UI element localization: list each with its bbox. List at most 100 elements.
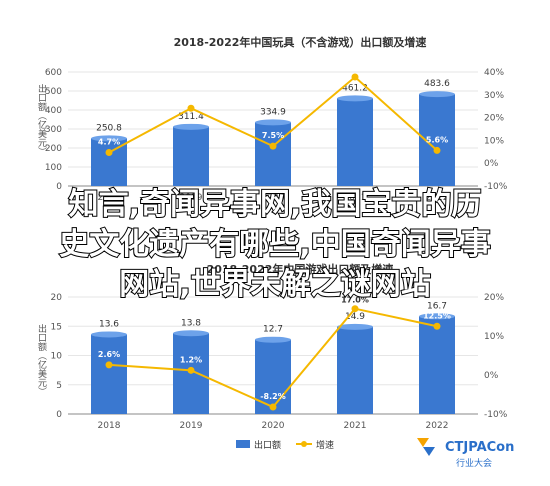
legend-line-marker xyxy=(301,441,307,447)
chart-1-rate-label: 24.1% xyxy=(177,93,205,102)
chart-2-bar-top xyxy=(255,336,291,343)
chart-1-ytick-label: 600 xyxy=(45,68,62,78)
chart-2-y2tick-label: 20% xyxy=(484,293,504,303)
chart-2-rate-label: 2.6% xyxy=(98,350,120,359)
chart-2-bar-top xyxy=(419,313,455,320)
chart-1-ytick-label: 200 xyxy=(45,144,62,154)
chart-1-xtick-label: 2020 xyxy=(262,193,285,203)
chart-1-ytick-label: 300 xyxy=(45,125,62,135)
chart-2-bar xyxy=(255,339,291,414)
chart-1-ytick-label: 0 xyxy=(56,182,62,192)
chart-2-rate-label: 1.2% xyxy=(180,355,202,364)
chart-1-value-label: 483.6 xyxy=(424,79,450,89)
chart-1-ylabel: 出口额（亿美元） xyxy=(36,83,47,156)
chart-1-rate-marker xyxy=(433,146,441,154)
chart-1-y2tick-label: 0% xyxy=(484,159,499,169)
chart-2-bar xyxy=(419,316,455,414)
chart-2-ylabel: 出口额（亿美元） xyxy=(36,323,47,396)
chart-2-bar xyxy=(337,326,373,414)
chart-1-y2tick-label: 30% xyxy=(484,91,504,101)
chart-1-bar-top xyxy=(173,123,209,130)
chart-1-rate-label: 5.6% xyxy=(426,135,448,144)
chart-2-value-label: 13.8 xyxy=(181,318,201,328)
chart-2-ytick-label: 10 xyxy=(51,352,63,362)
legend-bar-label: 出口额 xyxy=(254,439,281,451)
chart-1-rate-marker xyxy=(269,142,277,150)
chart-1-xtick-label: 2021 xyxy=(344,193,367,203)
chart-2-xtick-label: 2020 xyxy=(262,421,285,431)
chart-2-ytick-label: 20 xyxy=(51,293,63,303)
chart-2-xtick-label: 2018 xyxy=(98,421,121,431)
chart-1-bar xyxy=(337,98,373,186)
chart-1-xtick-label: 2019 xyxy=(180,193,203,203)
chart-1-rate-marker xyxy=(187,104,195,112)
chart-2-y2tick-label: -10% xyxy=(484,410,508,420)
chart-1-bar-top xyxy=(91,135,127,142)
chart-1-xtick-label: 2018 xyxy=(98,193,121,203)
chart-2-y2tick-label: 0% xyxy=(484,371,499,381)
chart-1-value-label: 311.4 xyxy=(178,112,204,122)
chart-1-y2tick-label: 20% xyxy=(484,114,504,124)
caption-line-3: 网站,世界未解之谜网站 xyxy=(118,266,431,303)
chart-1-value-label: 334.9 xyxy=(260,107,286,117)
chart-1-title: 2018-2022年中国玩具（不含游戏）出口额及增速 xyxy=(174,35,427,49)
chart-2-rate-marker xyxy=(105,361,113,369)
chart-2-value-label: 16.7 xyxy=(427,301,447,311)
chart-2-bar-top xyxy=(91,331,127,338)
chart-2-value-label: 14.9 xyxy=(345,312,365,322)
chart-2-xtick-label: 2019 xyxy=(180,421,203,431)
chart-1: 2018-2022年中国玩具（不含游戏）出口额及增速 出口额（亿美元） 0 100… xyxy=(36,35,508,203)
chart-2-xtick-label: 2022 xyxy=(426,421,449,431)
chart-2-y2tick-label: 10% xyxy=(484,332,504,342)
chart-1-ytick-label: 400 xyxy=(45,106,62,116)
logo-mark-icon-2 xyxy=(417,438,429,447)
chart-2-rate-label: 12.5% xyxy=(423,311,451,320)
chart-1-value-label: 250.8 xyxy=(96,123,122,133)
chart-2-value-label: 12.7 xyxy=(263,325,283,335)
logo-mark-icon xyxy=(423,447,435,456)
chart-2-title: 2018-2022年中国游戏出口额及增速 xyxy=(207,262,394,276)
logo-brand: CTJPACon xyxy=(445,440,514,455)
chart-1-rate-marker xyxy=(105,148,113,156)
chart-2-bar-top xyxy=(337,323,373,330)
chart-2-rate-marker xyxy=(351,305,359,313)
caption-overlay: 知言,奇闻异事网,我国宝贵的历 史文化遗产有哪些,中国奇闻异事 网站,世界未解之… xyxy=(0,185,550,305)
chart-2-ytick-label: 5 xyxy=(56,381,62,391)
legend-line-label: 增速 xyxy=(316,439,334,451)
chart-2: 2018-2022年中国游戏出口额及增速 出口额（亿美元） 0 5 10 15 20 -1… xyxy=(36,262,508,431)
chart-2-rate-marker xyxy=(269,403,277,411)
chart-2-rate-marker xyxy=(187,366,195,374)
legend: 出口额 增速 xyxy=(236,439,334,451)
legend-bar-swatch xyxy=(236,440,250,448)
chart-2-bar xyxy=(91,334,127,414)
chart-2-ytick-label: 0 xyxy=(56,410,62,420)
chart-2-rate-marker xyxy=(433,322,441,330)
chart-1-rate-label: 4.7% xyxy=(98,137,120,146)
caption-line-1: 知言,奇闻异事网,我国宝贵的历 xyxy=(68,186,483,223)
watermark-logo: CTJPACon 行业大会 xyxy=(417,438,514,469)
chart-2-rate-label: 17.0% xyxy=(341,296,369,305)
chart-2-xtick-label: 2021 xyxy=(344,421,367,431)
chart-1-y2tick-label: 10% xyxy=(484,136,504,146)
chart-1-y2tick-label: 40% xyxy=(484,68,504,78)
chart-1-bar xyxy=(255,122,291,186)
chart-1-ytick-label: 100 xyxy=(45,163,62,173)
chart-2-bar-top xyxy=(173,330,209,337)
caption-line-2: 史文化遗产有哪些,中国奇闻异事 xyxy=(58,226,491,263)
chart-1-bar-top xyxy=(337,95,373,102)
chart-1-rate-label: 37.8% xyxy=(341,62,369,71)
chart-1-rate-label: 7.5% xyxy=(262,131,284,140)
chart-1-xtick-label: 2022 xyxy=(426,193,449,203)
logo-subtitle: 行业大会 xyxy=(456,457,492,469)
chart-1-bar-top xyxy=(419,91,455,98)
chart-1-bar-top xyxy=(255,119,291,126)
chart-2-ytick-label: 15 xyxy=(51,322,62,332)
chart-1-rate-marker xyxy=(351,73,359,81)
chart-1-value-label: 461.2 xyxy=(342,83,368,93)
chart-1-y2tick-label: -10% xyxy=(484,182,508,192)
chart-2-value-label: 13.6 xyxy=(99,319,119,329)
chart-1-bar xyxy=(173,126,209,186)
chart-2-rate-label: -8.2% xyxy=(260,392,286,401)
chart-1-ytick-label: 500 xyxy=(45,87,62,97)
